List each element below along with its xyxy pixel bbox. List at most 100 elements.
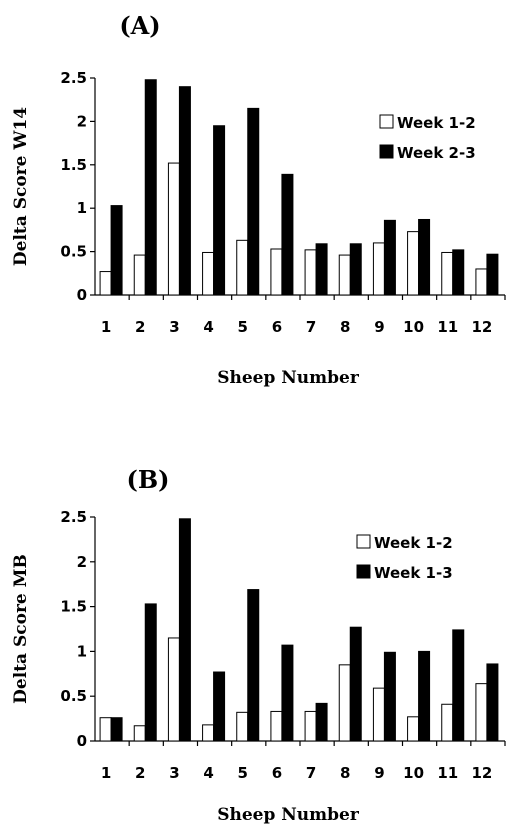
legend-label: Week 1-2 xyxy=(374,534,453,552)
y-tick-label: 0 xyxy=(77,732,87,750)
y-axis-title: Delta Score MB xyxy=(11,554,31,704)
x-tick-label: 2 xyxy=(135,318,145,336)
bar-black xyxy=(178,518,191,742)
bar-white xyxy=(441,703,454,742)
y-tick-label: 2 xyxy=(77,112,87,130)
x-tick-label: 5 xyxy=(238,318,248,336)
bar-white xyxy=(270,710,283,742)
x-tick-label: 8 xyxy=(340,764,350,782)
x-tick-label: 4 xyxy=(203,318,213,336)
x-tick-label: 10 xyxy=(403,318,424,336)
bar-white xyxy=(99,271,112,296)
bar-white xyxy=(133,725,146,742)
bar-black xyxy=(247,589,260,742)
bar-white xyxy=(167,637,180,742)
bar-black xyxy=(213,671,226,742)
x-tick-label: 6 xyxy=(272,318,282,336)
bar-white xyxy=(270,248,283,296)
legend-swatch xyxy=(356,564,371,579)
x-tick-label: 7 xyxy=(306,764,316,782)
bar-black xyxy=(110,205,123,296)
bar-black xyxy=(452,629,465,742)
y-tick-label: 1 xyxy=(77,642,87,660)
bar-black xyxy=(486,253,499,296)
x-tick-label: 2 xyxy=(135,764,145,782)
bar-black xyxy=(281,173,294,296)
y-tick-label: 2.5 xyxy=(60,69,87,87)
bar-white xyxy=(372,242,385,296)
x-tick-label: 1 xyxy=(101,764,111,782)
x-tick-label: 10 xyxy=(403,764,424,782)
x-axis-title: Sheep Number xyxy=(217,805,360,825)
x-tick-label: 12 xyxy=(471,764,492,782)
bar-black xyxy=(418,650,431,742)
bar-black xyxy=(315,702,328,742)
bar-white xyxy=(407,231,420,296)
bar-black xyxy=(418,218,431,296)
legend-swatch xyxy=(356,534,371,549)
y-axis-title: Delta Score W14 xyxy=(11,107,31,266)
bar-black xyxy=(213,125,226,296)
bar-white xyxy=(475,683,488,742)
y-tick-label: 1.5 xyxy=(60,598,87,616)
bar-black xyxy=(178,86,191,296)
bar-white xyxy=(338,254,351,296)
bar-white xyxy=(304,249,317,296)
bar-white xyxy=(236,239,249,296)
bar-black xyxy=(383,651,396,742)
bar-black xyxy=(110,717,123,742)
x-tick-label: 3 xyxy=(169,318,179,336)
bar-white xyxy=(202,724,215,742)
chart-title: (B) xyxy=(127,465,170,494)
x-tick-label: 1 xyxy=(101,318,111,336)
legend-label: Week 1-2 xyxy=(397,114,476,132)
y-tick-label: 1.5 xyxy=(60,156,87,174)
bar-white xyxy=(304,710,317,742)
x-tick-label: 9 xyxy=(374,318,384,336)
bar-white xyxy=(133,254,146,296)
bar-black xyxy=(383,219,396,296)
bar-white xyxy=(475,268,488,296)
bar-black xyxy=(349,243,362,296)
bar-white xyxy=(407,716,420,742)
x-tick-label: 4 xyxy=(203,764,213,782)
x-tick-label: 8 xyxy=(340,318,350,336)
bar-white xyxy=(338,664,351,742)
x-tick-label: 3 xyxy=(169,764,179,782)
y-tick-label: 2.5 xyxy=(60,508,87,526)
y-tick-label: 0.5 xyxy=(60,243,87,261)
y-tick-label: 0.5 xyxy=(60,687,87,705)
legend-swatch xyxy=(379,144,394,159)
bar-black xyxy=(144,79,157,296)
bar-white xyxy=(167,162,180,296)
bar-black xyxy=(486,663,499,742)
x-tick-label: 6 xyxy=(272,764,282,782)
bar-white xyxy=(99,717,112,742)
legend-label: Week 1-3 xyxy=(374,564,453,582)
bar-black xyxy=(315,243,328,296)
bar-white xyxy=(372,687,385,742)
bar-black xyxy=(281,644,294,742)
x-tick-label: 9 xyxy=(374,764,384,782)
bar-black xyxy=(247,107,260,296)
chart-title: (A) xyxy=(119,11,160,40)
legend-swatch xyxy=(379,114,394,129)
bar-white xyxy=(441,251,454,296)
bar-white xyxy=(236,711,249,742)
bar-black xyxy=(452,249,465,296)
bar-black xyxy=(144,603,157,742)
legend-label: Week 2-3 xyxy=(397,144,476,162)
x-tick-label: 12 xyxy=(471,318,492,336)
x-tick-label: 7 xyxy=(306,318,316,336)
bar-black xyxy=(349,626,362,742)
y-tick-label: 0 xyxy=(77,286,87,304)
x-tick-label: 11 xyxy=(437,764,458,782)
y-tick-label: 1 xyxy=(77,199,87,217)
x-tick-label: 11 xyxy=(437,318,458,336)
x-tick-label: 5 xyxy=(238,764,248,782)
bar-white xyxy=(202,251,215,296)
y-tick-label: 2 xyxy=(77,553,87,571)
